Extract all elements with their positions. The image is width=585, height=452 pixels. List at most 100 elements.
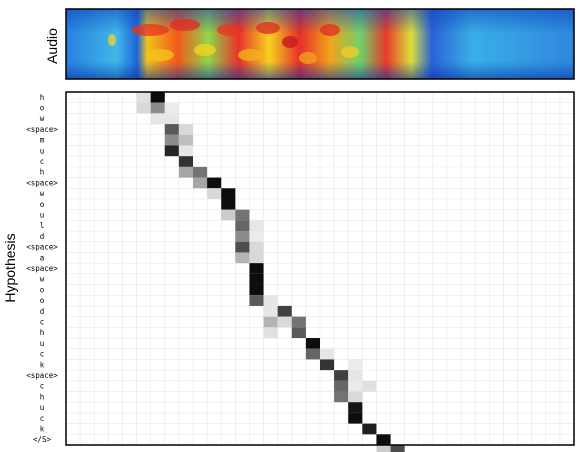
heatmap-cell [207,188,222,199]
heatmap-cell [249,284,264,296]
heatmap-cell [178,156,193,167]
heatmap-cell [277,305,292,317]
heatmap-cell [334,391,349,403]
token-label: <space> [26,125,58,134]
heatmap-cell [263,305,278,317]
token-label: l [40,221,45,230]
audio-axis-label: Audio [44,28,60,64]
heatmap-cell [178,166,193,178]
spectrogram-formant [282,36,298,48]
heatmap-cell [348,412,363,424]
token-label: <space> [26,371,58,380]
heatmap-cell [221,209,236,221]
heatmap-cell [235,220,250,232]
heatmap-cell [277,316,292,328]
token-label: c [40,157,45,166]
heatmap-cell [334,370,349,381]
spectrogram-formant [170,19,200,31]
token-label: <space> [26,264,58,273]
token-label: c [40,350,45,359]
token-label: o [40,285,45,294]
token-label: d [40,232,45,241]
heatmap-cell [193,166,208,178]
token-label: w [40,189,45,198]
heatmap-cell [207,177,222,189]
token-label: h [40,93,45,102]
heatmap-cell [249,263,264,274]
spectrogram-formant [217,24,243,36]
heatmap-cell [164,102,179,114]
spectrogram-formant [299,52,317,64]
heatmap-cell [150,102,165,114]
heatmap-cell [348,380,363,392]
heatmap-cell [320,348,335,360]
token-label: k [40,424,45,433]
heatmap-cell [376,434,391,445]
heatmap-cell [249,241,264,253]
heatmap-cell [305,348,320,360]
heatmap-cell [362,380,377,392]
token-labels: how<space>much<space>would<space>a<space… [26,93,58,444]
heatmap-cell [348,359,363,371]
heatmap-cell [249,231,264,242]
token-label: <space> [26,243,58,252]
token-label: c [40,382,45,391]
heatmap-cell [348,370,363,381]
token-label: d [40,307,45,316]
attention-border [65,91,575,446]
heatmap-cell [263,327,278,339]
token-label: u [40,146,45,155]
heatmap-cell [320,359,335,371]
token-label: o [40,296,45,305]
heatmap-cell [334,380,349,392]
token-label: c [40,317,45,326]
heatmap-cell [178,134,193,146]
heatmap-grid [66,92,574,445]
spectrogram-formant [238,49,262,61]
spectrogram-formant [341,46,359,58]
token-label: o [40,104,45,113]
spectrogram-formant [108,34,116,46]
spectrogram-formant [194,44,216,56]
token-label: </S> [33,435,52,444]
heatmap-cell [249,252,264,264]
heatmap-cell [221,198,236,210]
heatmap-cell [263,316,278,328]
heatmap-cell [348,391,363,403]
token-label: u [40,211,45,220]
token-label: a [40,253,45,262]
token-label: h [40,168,45,177]
token-label: h [40,328,45,337]
heatmap-cell [150,92,165,103]
heatmap-cell [164,134,179,146]
spectrogram-formant [146,49,174,61]
heatmap-cell [150,113,165,125]
heatmap-cell [235,209,250,221]
attention-heatmap [66,92,574,452]
hypothesis-axis-label: Hypothesis [2,233,18,302]
token-label: <space> [26,178,58,187]
heatmap-cell [291,327,306,339]
heatmap-cell [362,423,377,435]
token-label: w [40,275,45,284]
heatmap-cell [305,338,320,349]
token-label: w [40,114,45,123]
heatmap-cell [235,231,250,242]
spectrogram-formants [108,19,359,64]
heatmap-cell [178,145,193,157]
heatmap-cell [390,445,405,452]
spectrogram-formant [256,22,280,34]
heatmap-cell [291,316,306,328]
heatmap-cell [249,273,264,285]
heatmap-cell [235,241,250,253]
token-label: m [40,136,45,145]
token-label: u [40,403,45,412]
heatmap-cell [164,145,179,157]
audio-spectrogram [65,8,575,80]
heatmap-cell [263,295,278,306]
token-label: c [40,414,45,423]
spectrogram-formant [320,24,340,36]
heatmap-cell [249,295,264,306]
token-label: h [40,392,45,401]
